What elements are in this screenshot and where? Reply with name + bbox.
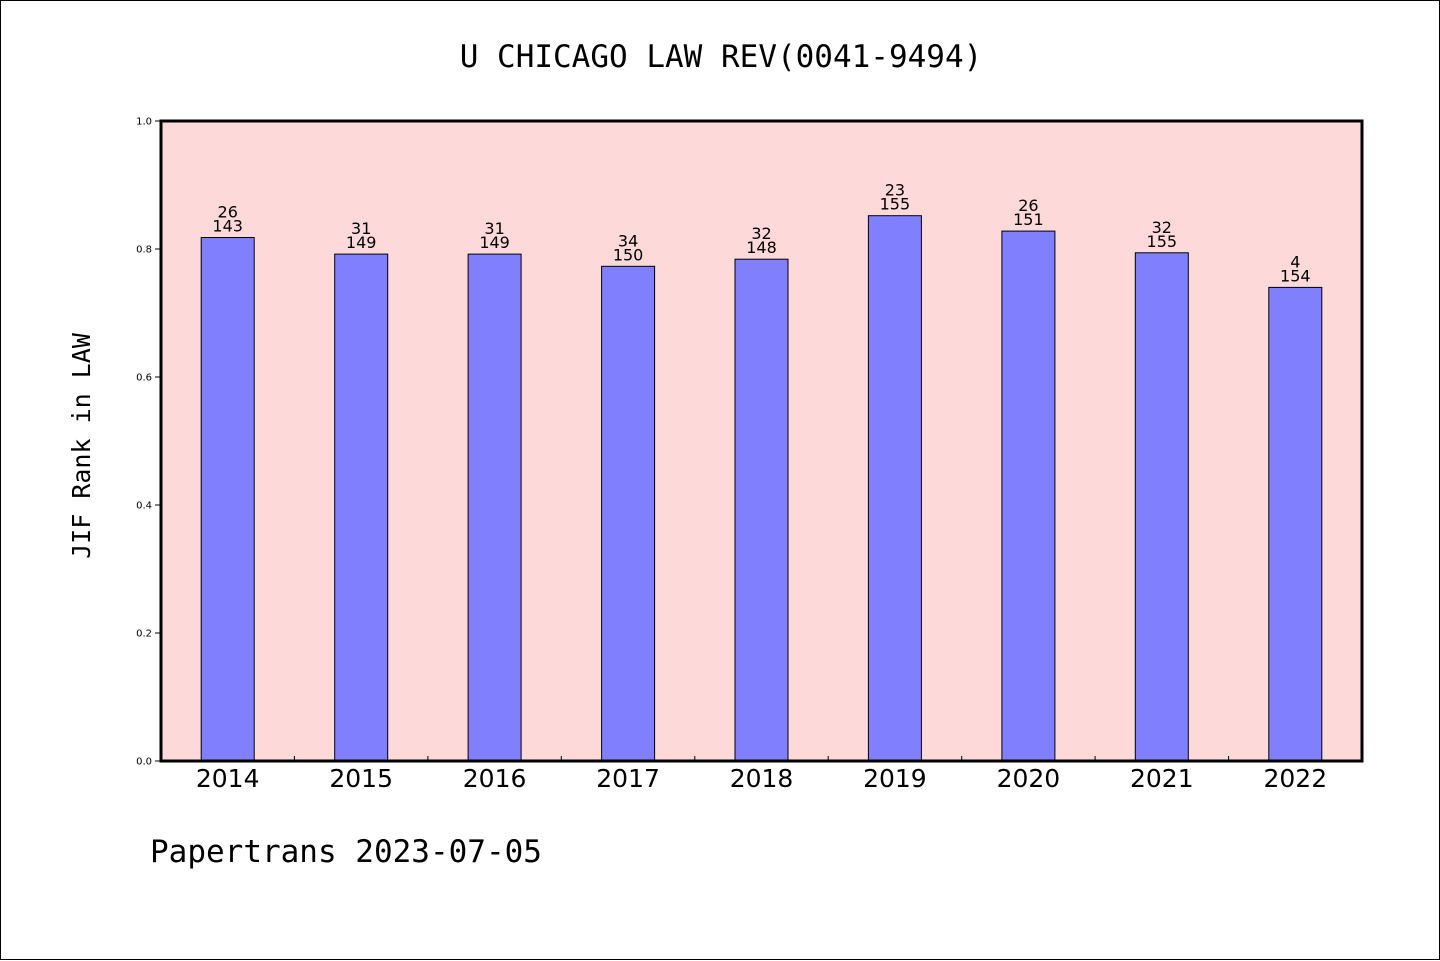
bar-label-rank: 31 xyxy=(351,219,371,238)
bar-label-total: 151 xyxy=(1013,210,1044,229)
y-tick-label: 0.4 xyxy=(136,501,152,512)
y-axis: 0.0 0.2 0.4 0.6 0.8 1.0 xyxy=(136,117,161,768)
chart-title: U CHICAGO LAW REV(0041-9494) xyxy=(460,39,983,75)
y-axis-label: JIF Rank in LAW xyxy=(67,332,96,559)
bar-label-rank: 26 xyxy=(1018,196,1038,215)
y-tick-label: 0.6 xyxy=(136,373,152,384)
bar-label-rank: 32 xyxy=(1152,218,1172,237)
x-tick-label: 2020 xyxy=(997,764,1061,793)
bars-layer xyxy=(200,215,1323,762)
y-tick-label: 1.0 xyxy=(136,117,152,128)
bar-label-rank: 32 xyxy=(751,224,771,243)
bar xyxy=(734,258,789,762)
bar-label-total: 148 xyxy=(746,238,777,257)
bar-label-rank: 23 xyxy=(885,181,905,200)
bar xyxy=(334,253,389,762)
bar xyxy=(467,253,522,762)
bar-label-rank: 31 xyxy=(484,219,504,238)
bar-label-rank: 26 xyxy=(218,203,238,222)
x-axis: 2014 2015 2016 2017 2018 2019 2020 2021 2022 xyxy=(196,756,1327,793)
x-tick-label: 2017 xyxy=(596,764,660,793)
x-tick-label: 2021 xyxy=(1130,764,1194,793)
bar xyxy=(1134,252,1189,762)
x-tick-label: 2019 xyxy=(863,764,927,793)
x-tick-label: 2022 xyxy=(1263,764,1327,793)
bar-label-total: 155 xyxy=(1147,232,1178,251)
bar-label-total: 149 xyxy=(346,233,377,252)
y-tick-label: 0.0 xyxy=(136,757,152,768)
bar-label-rank: 4 xyxy=(1290,252,1300,271)
x-tick-label: 2015 xyxy=(329,764,393,793)
bar-label-rank: 34 xyxy=(618,231,638,250)
bar xyxy=(1001,230,1056,762)
x-tick-label: 2018 xyxy=(730,764,794,793)
bar-label-total: 150 xyxy=(613,245,644,264)
x-tick-label: 2014 xyxy=(196,764,260,793)
bar xyxy=(1268,286,1323,762)
footer-text: Papertrans 2023-07-05 xyxy=(150,834,542,870)
bar-label-total: 149 xyxy=(479,233,510,252)
plot-frame xyxy=(159,119,1364,763)
bar xyxy=(200,237,255,762)
bar xyxy=(601,265,656,762)
bar xyxy=(867,215,922,762)
bar-label-total: 154 xyxy=(1280,266,1311,285)
y-tick-label: 0.8 xyxy=(136,245,152,256)
bar-label-total: 155 xyxy=(880,195,911,214)
x-tick-label: 2016 xyxy=(463,764,527,793)
y-tick-label: 0.2 xyxy=(136,629,152,640)
bar-label-total: 143 xyxy=(212,217,243,236)
